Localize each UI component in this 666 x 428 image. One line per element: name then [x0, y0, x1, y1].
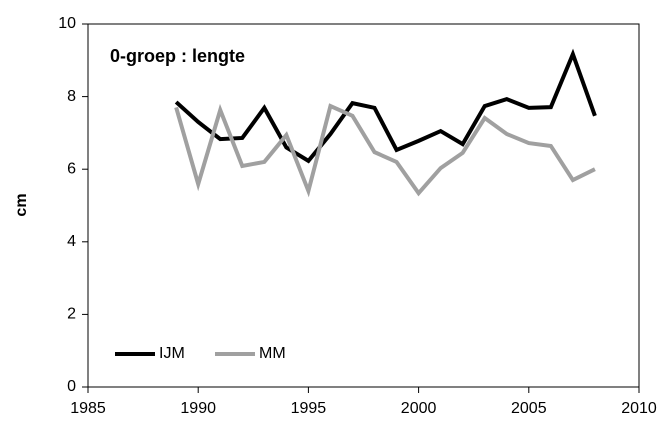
- y-axis-label: cm: [13, 193, 30, 216]
- x-tick-label: 2000: [401, 400, 437, 417]
- x-tick-label: 2005: [511, 400, 547, 417]
- legend-label: IJM: [159, 345, 185, 362]
- y-tick-label: 4: [67, 233, 76, 250]
- x-tick-label: 1985: [70, 400, 106, 417]
- series-line: [174, 48, 597, 164]
- y-tick-label: 8: [67, 88, 76, 105]
- plot-frame: [87, 23, 640, 388]
- x-tick-label: 1995: [291, 400, 327, 417]
- x-tick-label: 1990: [180, 400, 216, 417]
- y-tick-label: 6: [67, 160, 76, 177]
- y-tick-label: 0: [67, 378, 76, 395]
- legend-label: MM: [259, 345, 286, 362]
- series-line: [174, 103, 596, 198]
- chart-title: 0-groep : lengte: [110, 46, 245, 66]
- y-tick-label: 10: [58, 15, 76, 32]
- y-tick-label: 2: [67, 306, 76, 323]
- x-tick-label: 2010: [621, 400, 657, 417]
